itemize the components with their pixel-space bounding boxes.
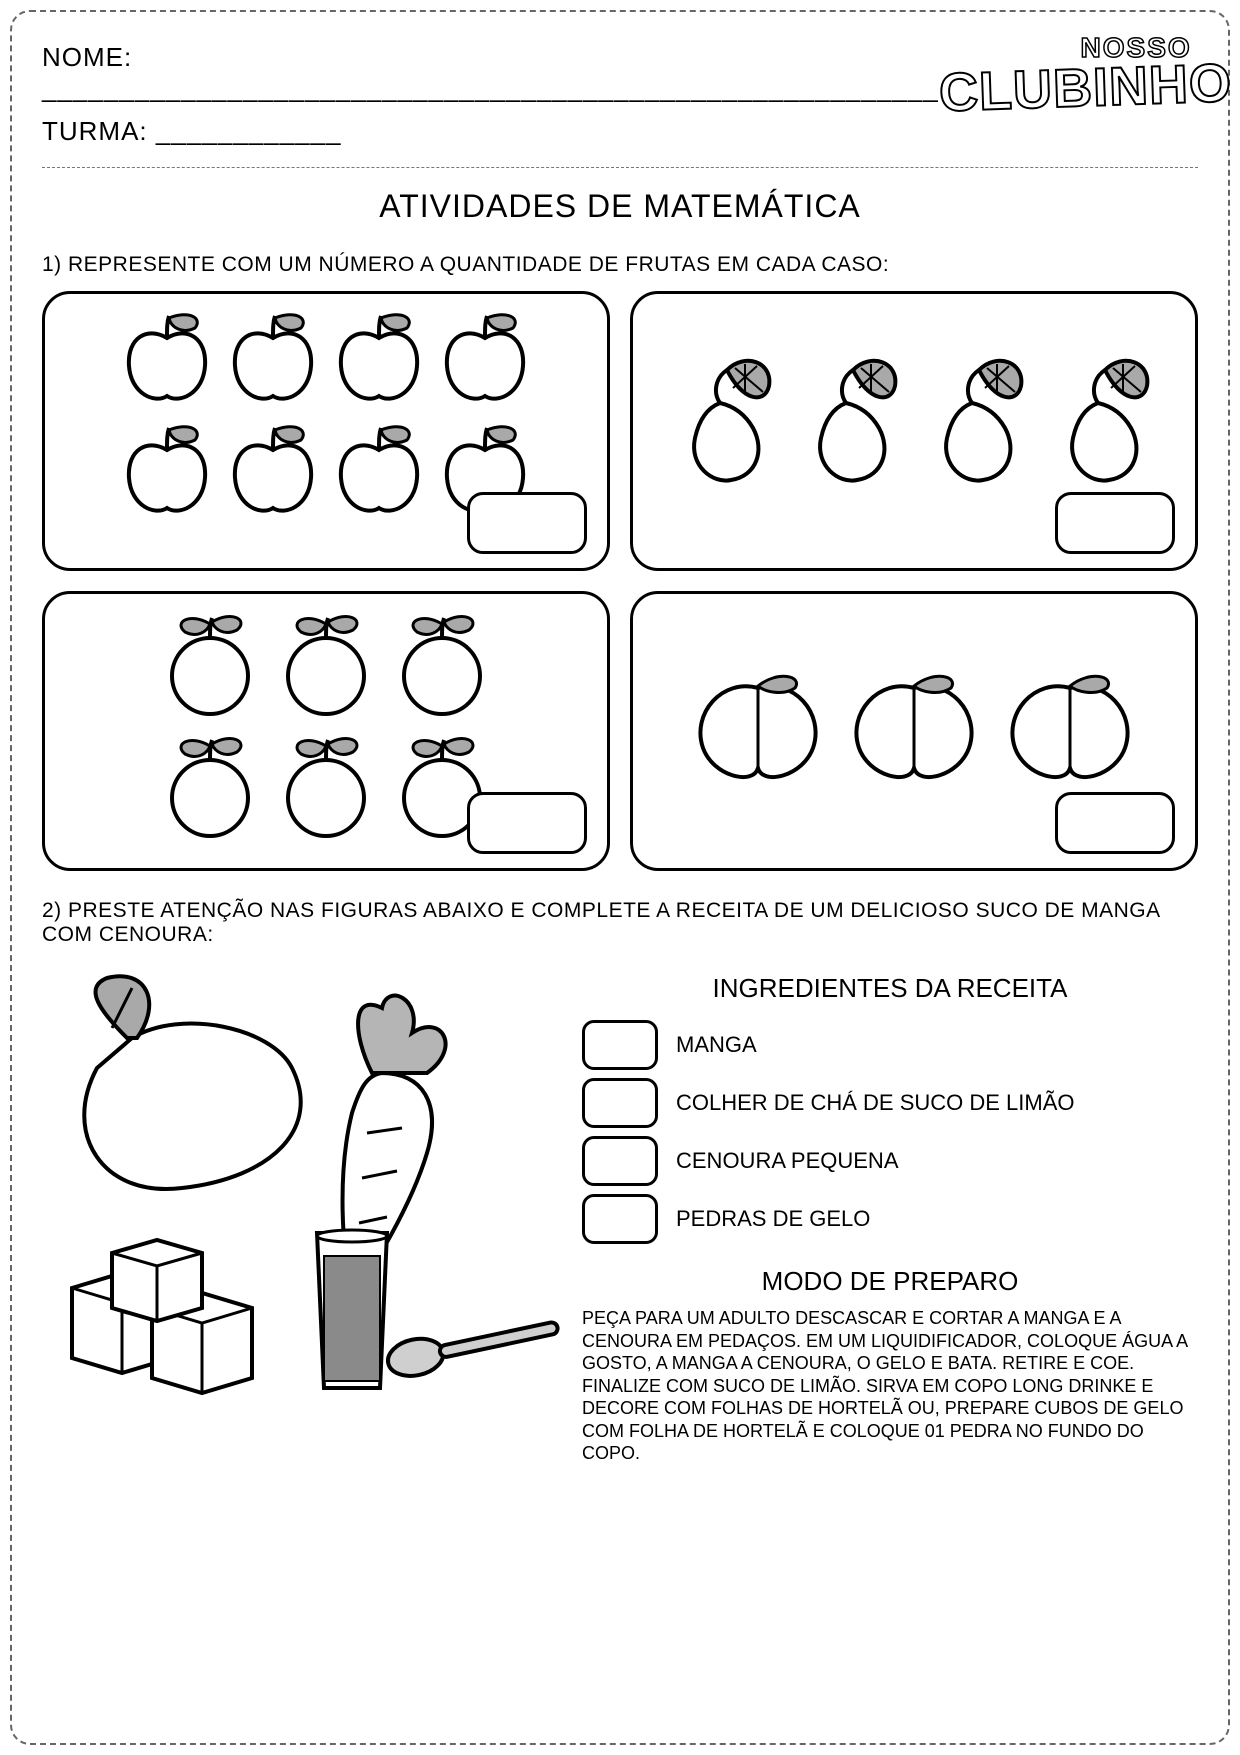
juice-glass-icon [317,1230,387,1388]
ingredient-qty-box[interactable] [582,1020,658,1070]
page-title: ATIVIDADES DE MATEMÁTICA [42,188,1198,225]
ingredient-qty-box[interactable] [582,1194,658,1244]
fruit-card-apple [42,291,610,571]
apple-icon [435,308,535,408]
peach-icon [995,658,1145,788]
ingredient-label: CENOURA PEQUENA [676,1148,899,1174]
logo: NOSSO CLUBINHO [939,32,1232,113]
orange-icon [387,608,497,718]
ingredient-row: MANGA [582,1020,1198,1070]
orange-icon [387,608,497,718]
q2-instruction: 2) PRESTE ATENÇÃO NAS FIGURAS ABAIXO E C… [42,899,1198,947]
answer-box[interactable] [1055,492,1175,554]
apple-icon [117,308,217,408]
pear-icon [917,358,1037,488]
apple-icon [117,308,217,408]
pear-icon [791,358,911,488]
ingredient-qty-box[interactable] [582,1078,658,1128]
modo-title: MODO DE PREPARO [582,1266,1198,1297]
orange-icon [155,730,265,840]
peach-icon [683,658,833,788]
pear-icon [791,358,911,488]
ingredients-title: INGREDIENTES DA RECEITA [582,973,1198,1004]
apple-icon [223,420,323,520]
q1-grid [42,291,1198,871]
peach-icon [995,658,1145,788]
fruit-group [647,308,1181,488]
q1-instruction: 1) REPRESENTE COM UM NÚMERO A QUANTIDADE… [42,253,1198,277]
peach-icon [839,658,989,788]
turma-label: TURMA: [42,116,148,146]
name-label: NOME: [42,42,132,72]
spoon-icon [384,1310,561,1381]
ingredients-list: MANGA COLHER DE CHÁ DE SUCO DE LIMÃO CENOU… [582,1020,1198,1244]
apple-icon [223,308,323,408]
recipe-illustration [42,963,562,1465]
ingredient-label: COLHER DE CHÁ DE SUCO DE LIMÃO [676,1090,1075,1116]
ingredient-label: MANGA [676,1032,757,1058]
apple-icon [329,420,429,520]
peach-icon [839,658,989,788]
name-row: NOME: __________________________________… [42,42,939,104]
ingredient-row: PEDRAS DE GELO [582,1194,1198,1244]
name-blank[interactable]: ________________________________________… [42,73,939,103]
recipe-svg [42,973,562,1403]
ice-cubes-icon [72,1240,252,1393]
header-divider [42,167,1198,168]
worksheet-page: NOME: __________________________________… [10,10,1230,1745]
q2-area: INGREDIENTES DA RECEITA MANGA COLHER DE C… [42,963,1198,1465]
apple-icon [329,308,429,408]
pear-icon [1043,358,1163,488]
pear-icon [917,358,1037,488]
modo-text: PEÇA PARA UM ADULTO DESCASCAR E CORTAR A… [582,1307,1198,1465]
student-fields: NOME: __________________________________… [42,32,939,159]
fruit-card-peach [630,591,1198,871]
apple-icon [329,308,429,408]
ingredient-qty-box[interactable] [582,1136,658,1186]
header: NOME: __________________________________… [42,32,1198,159]
logo-bottom-text: CLUBINHO [938,59,1233,118]
turma-blank[interactable]: ____________ [148,116,342,146]
fruit-group [647,608,1181,788]
ingredient-row: COLHER DE CHÁ DE SUCO DE LIMÃO [582,1078,1198,1128]
fruit-card-pear [630,291,1198,571]
orange-icon [155,730,265,840]
recipe-panel: INGREDIENTES DA RECEITA MANGA COLHER DE C… [582,963,1198,1465]
answer-box[interactable] [467,792,587,854]
fruit-card-orange [42,591,610,871]
pear-icon [665,358,785,488]
apple-icon [223,420,323,520]
turma-row: TURMA: ____________ [42,116,939,147]
answer-box[interactable] [1055,792,1175,854]
pear-icon [1043,358,1163,488]
apple-icon [223,308,323,408]
orange-icon [271,608,381,718]
mango-icon [84,976,300,1189]
orange-icon [271,730,381,840]
orange-icon [155,608,265,718]
ingredient-label: PEDRAS DE GELO [676,1206,870,1232]
fruit-group [59,308,593,520]
apple-icon [329,420,429,520]
apple-icon [435,308,535,408]
apple-icon [117,420,217,520]
orange-icon [155,608,265,718]
apple-icon [117,420,217,520]
orange-icon [271,608,381,718]
orange-icon [271,730,381,840]
peach-icon [683,658,833,788]
answer-box[interactable] [467,492,587,554]
pear-icon [665,358,785,488]
ingredient-row: CENOURA PEQUENA [582,1136,1198,1186]
